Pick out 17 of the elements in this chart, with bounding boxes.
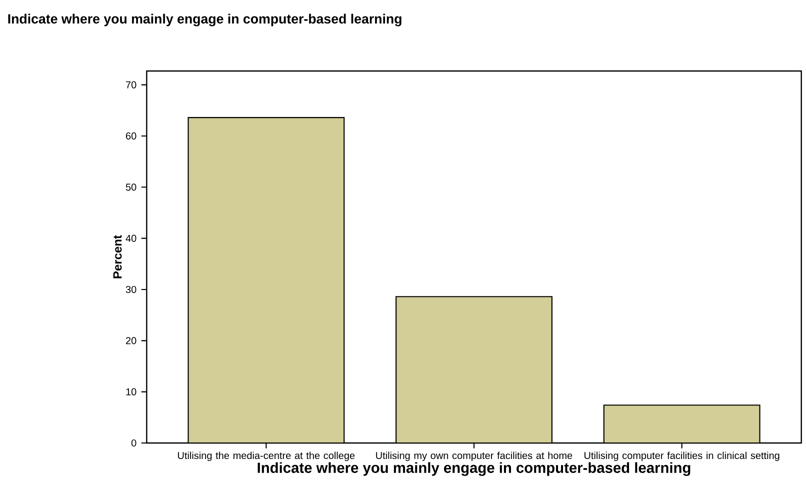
y-tick-label: 30 (126, 286, 136, 294)
y-tick-label: 70 (126, 81, 136, 88)
y-tick-label: 40 (126, 234, 136, 242)
y-tick-label: 50 (126, 184, 136, 191)
y-axis-title: Percent (113, 235, 122, 278)
x-tick-label: Utilising computer facilities in clinical setting (584, 452, 780, 462)
x-tick-label: Utilising my own computer facilities at home (376, 452, 572, 462)
y-tick-label: 20 (126, 337, 136, 344)
y-tick-label: 10 (126, 388, 136, 396)
y-tick-label: 0 (131, 439, 136, 447)
x-axis-title: Indicate where you mainly engage in computer-based learning (258, 462, 690, 476)
x-tick-label: Utilising the media-centre at the college (178, 452, 355, 462)
bar (603, 404, 760, 443)
bar (396, 296, 552, 443)
chart-title: Indicate where you mainly engage in computer-based learning (8, 14, 402, 26)
y-tick-label: 60 (126, 132, 136, 140)
bar (188, 117, 345, 443)
